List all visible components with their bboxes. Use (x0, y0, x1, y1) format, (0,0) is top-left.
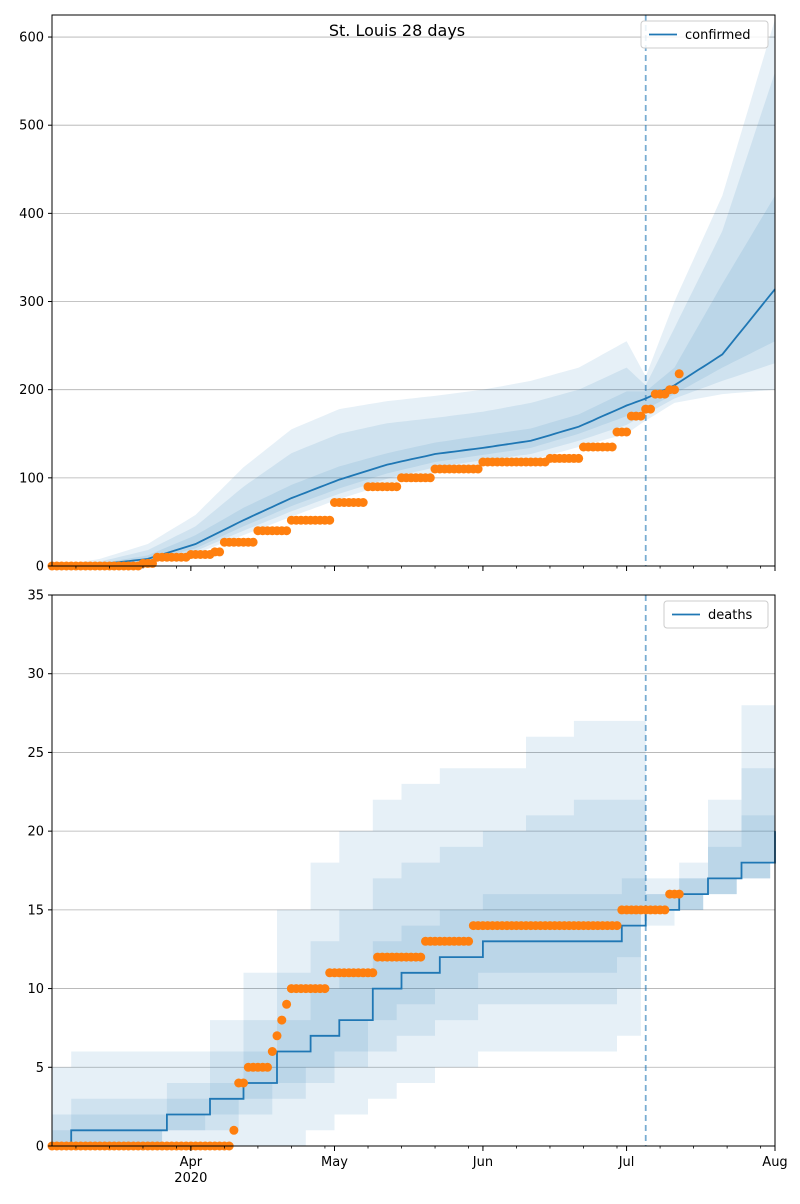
x-tick-label: May (321, 1155, 348, 1170)
legend: deaths (663, 600, 769, 629)
observed-point (320, 984, 330, 994)
uncertainty-band-2 (52, 673, 775, 1146)
observed-point (473, 464, 483, 474)
x-tick-label: Jul (618, 1155, 635, 1170)
legend: confirmed (640, 20, 769, 49)
legend-box (640, 20, 769, 49)
y-tick-label: 20 (27, 825, 44, 840)
observed-point (607, 442, 617, 452)
observed-point (392, 482, 402, 492)
x-tick-label: 2020 (174, 1171, 207, 1186)
y-tick-label: 0 (36, 1140, 44, 1155)
observed-point (636, 411, 646, 421)
legend-label: confirmed (685, 28, 751, 43)
y-tick-label: 100 (19, 471, 44, 486)
x-tick-label: Jun (472, 1155, 493, 1170)
observed-point (239, 1078, 248, 1088)
y-tick-label: 10 (27, 982, 44, 997)
observed-point (282, 999, 292, 1009)
uncertainty-band-2 (52, 72, 775, 567)
observed-point (272, 1031, 282, 1041)
y-tick-label: 15 (27, 903, 44, 918)
y-tick-label: 25 (27, 746, 44, 761)
uncertainty-band-1 (52, 610, 775, 1146)
legend-box (663, 600, 769, 629)
y-tick-label: 35 (27, 589, 44, 604)
observed-point (248, 537, 258, 547)
observed-point (670, 385, 679, 395)
observed-point (267, 1047, 277, 1056)
observed-point (229, 1125, 239, 1135)
y-tick-label: 500 (19, 119, 44, 134)
uncertainty-band-1 (52, 19, 775, 566)
observed-point (674, 369, 684, 379)
observed-point (282, 526, 292, 536)
observed-point (277, 1015, 287, 1025)
observed-point (325, 515, 335, 525)
y-tick-label: 300 (19, 295, 44, 310)
observed-point (263, 1062, 272, 1072)
confirmed-panel: 0 100 200 300 400 500 600 confirmed (19, 14, 776, 575)
y-tick-label: 600 (19, 31, 44, 46)
y-tick-label: 5 (36, 1061, 44, 1076)
x-tick-label: Aug (762, 1155, 787, 1170)
y-tick-label: 400 (19, 207, 44, 222)
observed-point (215, 547, 225, 557)
observed-point (646, 404, 655, 414)
x-tick-label: Apr (180, 1155, 203, 1170)
observed-point (425, 473, 435, 483)
chart-title: St. Louis 28 days (329, 21, 465, 40)
observed-point (612, 921, 622, 931)
y-tick-label: 30 (27, 667, 44, 682)
observed-point (674, 889, 684, 899)
observed-point (416, 952, 426, 962)
y-tick-label: 0 (36, 560, 44, 575)
observed-point (464, 936, 474, 946)
observed-point (368, 968, 378, 978)
legend-label: deaths (708, 608, 753, 623)
y-tick-label: 200 (19, 383, 44, 398)
observed-point (622, 427, 632, 437)
observed-point (358, 498, 368, 507)
axes-frame (51, 14, 776, 567)
observed-point (660, 905, 670, 915)
axes-frame (51, 594, 776, 1147)
observed-point (574, 453, 584, 463)
